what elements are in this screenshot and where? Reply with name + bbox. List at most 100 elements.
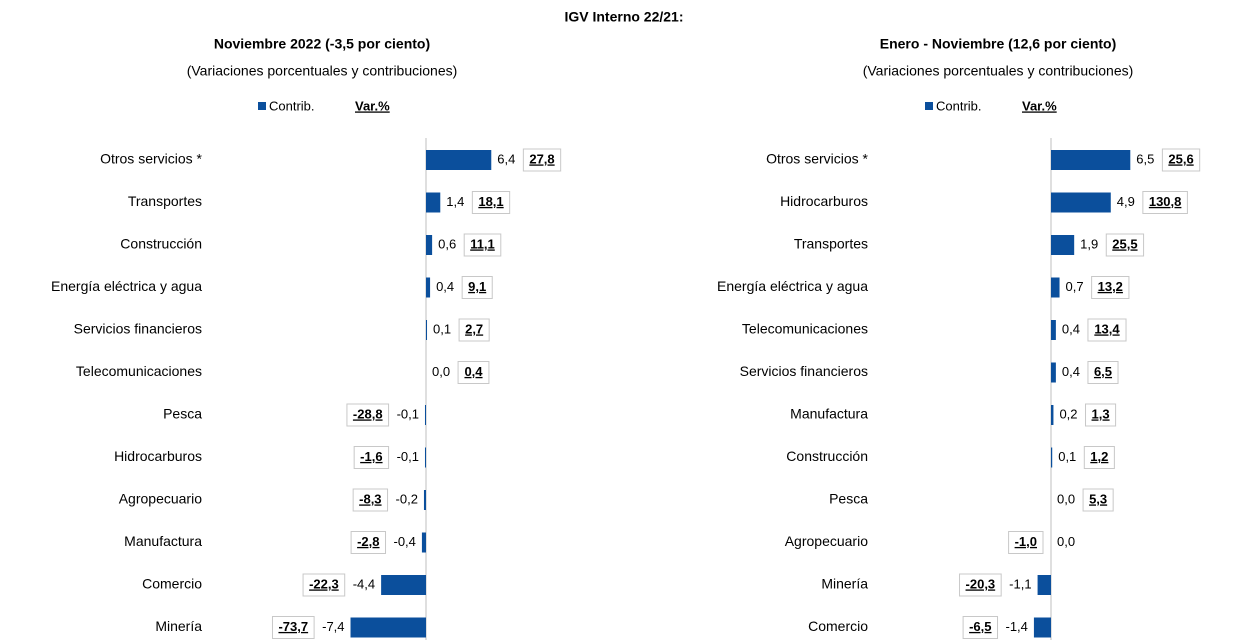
var-label: -1,0: [1015, 534, 1037, 549]
bar: [350, 617, 426, 638]
bar: [1051, 277, 1060, 298]
var-label: 13,2: [1098, 279, 1123, 294]
var-label: 130,8: [1149, 194, 1182, 209]
value-label: 6,4: [497, 151, 515, 166]
var-label: 18,1: [478, 194, 503, 209]
var-box: [471, 191, 511, 214]
value-label: 0,0: [1057, 534, 1075, 549]
category-label: Manufactura: [124, 533, 202, 549]
var-box: [1091, 276, 1130, 299]
value-label: 0,7: [1066, 279, 1084, 294]
var-label: 11,1: [470, 236, 495, 251]
var-box: [463, 233, 502, 257]
value-label: 1,4: [446, 194, 464, 209]
var-box: [346, 403, 390, 427]
var-box: [1087, 318, 1127, 342]
var-box: [302, 573, 346, 597]
var-box: [458, 318, 490, 342]
bar: [426, 192, 441, 213]
value-label: -7,4: [322, 619, 344, 634]
chart-subtitle: (Variaciones porcentuales y contribucion…: [187, 63, 458, 79]
var-box: [457, 361, 490, 384]
bar: [424, 447, 426, 468]
bar: [1051, 235, 1075, 255]
value-label: 0,0: [1057, 491, 1075, 506]
bar: [426, 150, 492, 170]
var-label: -6,5: [969, 619, 991, 634]
bar: [426, 277, 431, 298]
var-label: -73,7: [278, 619, 308, 634]
category-label: Transportes: [128, 193, 202, 209]
var-label: 0,4: [464, 364, 483, 379]
var-box: [522, 148, 562, 172]
category-label: Construcción: [120, 236, 202, 252]
value-label: -1,1: [1009, 576, 1031, 591]
legend-swatch: [258, 102, 266, 110]
value-label: 0,4: [436, 279, 454, 294]
bar: [423, 490, 426, 510]
var-label: 2,7: [465, 321, 483, 336]
var-box: [1087, 361, 1119, 384]
category-label: Agropecuario: [785, 533, 868, 549]
value-label: 0,2: [1059, 406, 1077, 421]
chart-title: Noviembre 2022 (-3,5 por ciento): [214, 36, 430, 52]
value-label: -0,1: [397, 449, 419, 464]
category-label: Comercio: [142, 576, 202, 592]
bar: [1051, 320, 1056, 340]
category-label: Otros servicios *: [100, 151, 202, 167]
bar: [1051, 192, 1111, 213]
var-box: [959, 573, 1002, 597]
var-box: [962, 616, 999, 639]
var-label: -2,8: [357, 534, 379, 549]
var-box: [352, 488, 389, 512]
legend-swatch: [925, 102, 933, 110]
value-label: 0,6: [438, 236, 456, 251]
var-box: [1008, 531, 1044, 554]
bar: [1051, 362, 1056, 383]
bar: [1033, 617, 1051, 638]
value-label: 0,0: [432, 364, 450, 379]
var-label: 1,2: [1090, 449, 1108, 464]
value-label: 4,9: [1117, 194, 1135, 209]
value-label: 1,9: [1080, 236, 1098, 251]
category-label: Manufactura: [790, 406, 868, 422]
value-label: 0,1: [1058, 449, 1076, 464]
bar: [1051, 447, 1053, 468]
category-label: Construcción: [786, 448, 868, 464]
value-label: -0,2: [396, 491, 418, 506]
var-box: [1082, 488, 1114, 512]
var-label: -8,3: [359, 491, 381, 506]
var-label: -22,3: [309, 576, 339, 591]
bar: [1037, 575, 1051, 595]
category-label: Minería: [155, 618, 202, 634]
category-label: Agropecuario: [119, 491, 202, 507]
category-label: Otros servicios *: [766, 151, 868, 167]
var-box: [1085, 403, 1117, 427]
bar: [426, 235, 433, 255]
value-label: 0,4: [1062, 364, 1080, 379]
var-label: 25,6: [1168, 151, 1193, 166]
category-label: Pesca: [829, 491, 868, 507]
category-label: Servicios financieros: [74, 321, 202, 337]
var-box: [353, 446, 390, 469]
var-label: 1,3: [1092, 406, 1110, 421]
category-label: Minería: [821, 576, 868, 592]
bar: [1051, 150, 1131, 170]
value-label: -0,4: [394, 534, 416, 549]
main-title: IGV Interno 22/21:: [564, 9, 683, 25]
legend-label: Var.%: [1022, 98, 1057, 113]
chart-title: Enero - Noviembre (12,6 por ciento): [880, 36, 1117, 52]
var-box: [1142, 191, 1188, 214]
category-label: Energía eléctrica y agua: [717, 278, 868, 294]
var-label: 6,5: [1094, 364, 1112, 379]
legend-label: Var.%: [355, 98, 390, 113]
value-label: 0,4: [1062, 321, 1080, 336]
var-label: 9,1: [468, 279, 486, 294]
bar: [1051, 405, 1054, 425]
var-box: [350, 531, 387, 554]
category-label: Transportes: [794, 236, 868, 252]
value-label: -4,4: [353, 576, 375, 591]
category-label: Comercio: [808, 618, 868, 634]
value-label: -0,1: [397, 406, 419, 421]
